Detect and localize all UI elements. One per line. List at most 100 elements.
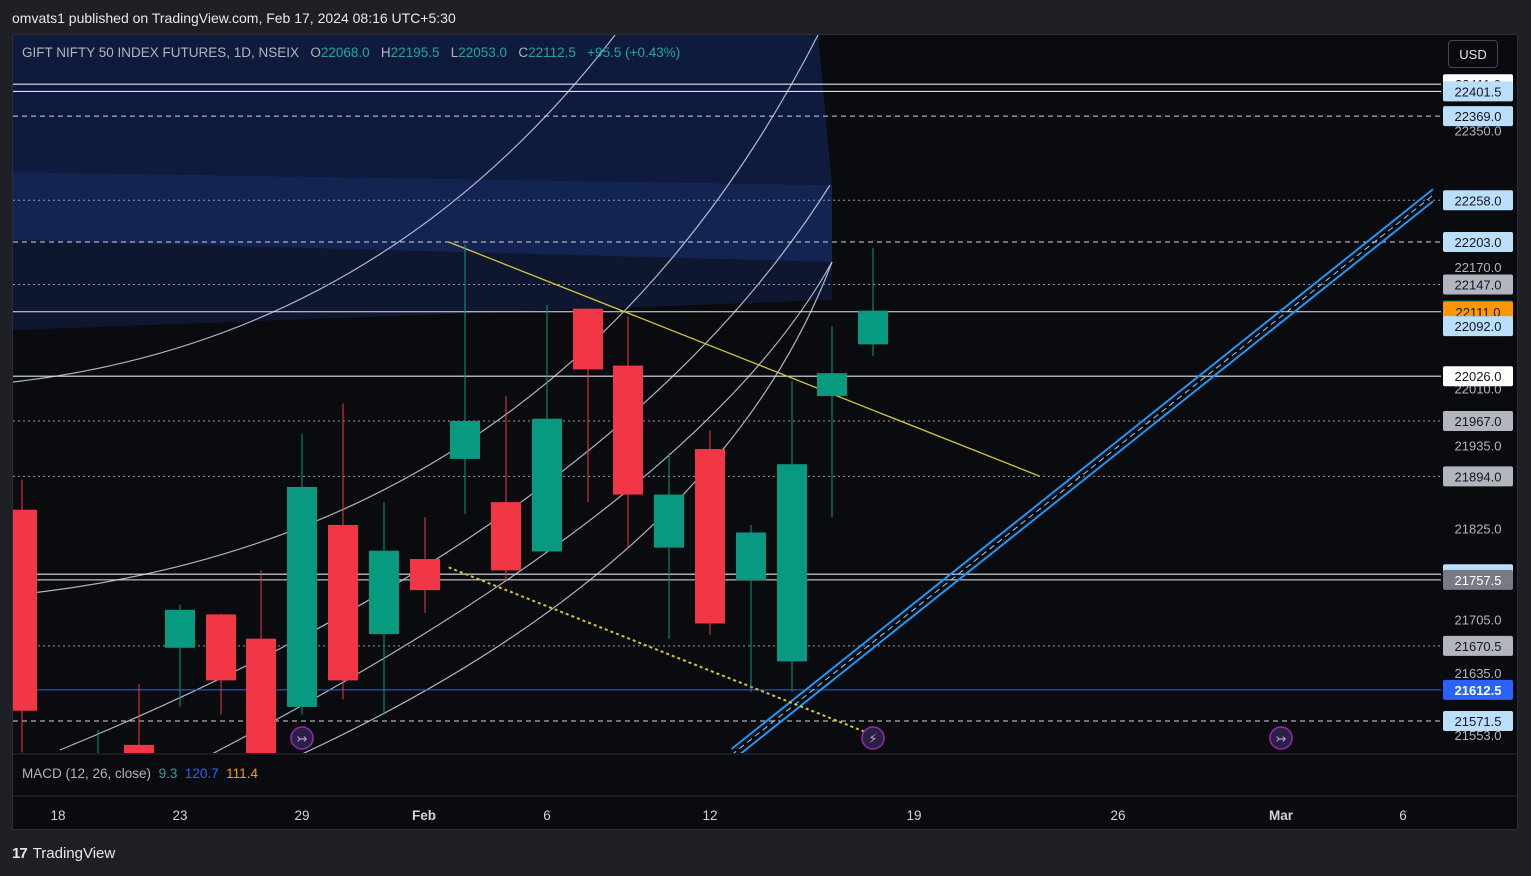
tradingview-footer[interactable]: 17 TradingView <box>12 845 115 862</box>
price-label-text: 22258.0 <box>1455 193 1502 208</box>
low-label: L <box>450 45 459 60</box>
price-label: 22203.0 <box>1443 231 1513 252</box>
candle <box>13 479 37 753</box>
candle <box>206 613 236 715</box>
price-label: 22092.0 <box>1443 316 1513 337</box>
price-label-text: 22092.0 <box>1455 319 1502 334</box>
publisher-line: omvats1 published on TradingView.com, Fe… <box>12 10 456 26</box>
price-label-text: 21571.5 <box>1455 714 1502 729</box>
candle-body <box>613 365 643 495</box>
x-axis-tick-label: 6 <box>543 808 551 823</box>
price-label-bg <box>1443 231 1513 252</box>
candle-body <box>736 532 766 581</box>
candle <box>287 433 317 715</box>
y-axis-tick-label: 21935.0 <box>1455 438 1502 453</box>
candle-body <box>328 524 358 681</box>
x-axis-tick-label: 26 <box>1110 808 1125 823</box>
price-label: 22369.0 <box>1443 106 1513 127</box>
price-label-text: 22401.5 <box>1455 84 1502 99</box>
price-label: 22401.5 <box>1443 81 1513 102</box>
candle <box>491 395 521 582</box>
price-label-text: 22203.0 <box>1455 235 1502 250</box>
low-value: 22053.0 <box>458 45 508 60</box>
candle <box>532 304 562 552</box>
macd-hist-value: 9.3 <box>158 766 178 781</box>
y-axis-tick-label: 21825.0 <box>1455 522 1502 537</box>
price-label-bg <box>1443 679 1513 700</box>
trendline-resistance <box>448 241 1041 477</box>
price-label-bg <box>1443 190 1513 211</box>
candle <box>817 326 847 518</box>
y-axis-tick-label: 21553.0 <box>1455 728 1502 743</box>
candle <box>654 452 684 639</box>
candle <box>858 247 888 356</box>
candle <box>573 308 603 503</box>
candle <box>777 380 807 692</box>
x-axis-tick-label: 29 <box>294 808 309 823</box>
x-axis-tick-label: 23 <box>172 808 187 823</box>
price-label: 21571.5 <box>1443 710 1513 731</box>
earnings-event-icon: ⚡ <box>861 726 885 750</box>
candle-body <box>695 449 725 624</box>
candle-body <box>246 638 276 753</box>
candle-body <box>654 494 684 548</box>
price-label-text: 22111.0 <box>1455 305 1500 320</box>
price-label-bg <box>1443 81 1513 102</box>
macd-line-value: 120.7 <box>184 766 219 781</box>
price-label-text: 21612.5 <box>1455 683 1502 698</box>
candle-body <box>410 559 440 591</box>
price-label: 22258.0 <box>1443 190 1513 211</box>
y-axis-tick-label: 21705.0 <box>1455 613 1502 628</box>
candle-body <box>369 550 399 635</box>
price-label-bg <box>1443 710 1513 731</box>
price-label-bg <box>1443 466 1513 487</box>
price-label: 21894.0 <box>1443 466 1513 487</box>
symbol-title-bar[interactable]: GIFT NIFTY 50 INDEX FUTURES, 1D, NSEIX O… <box>22 45 680 60</box>
macd-title: MACD (12, 26, close) <box>22 766 152 781</box>
candle <box>97 729 99 753</box>
price-label-bg <box>1443 274 1513 295</box>
dividend-event-icon: ↣ <box>290 726 314 750</box>
x-axis-tick-label: 6 <box>1399 808 1407 823</box>
price-label-bg <box>1443 106 1513 127</box>
macd-legend[interactable]: MACD (12, 26, close) 9.3 120.7 111.4 <box>22 766 258 781</box>
open-value: 22068.0 <box>320 45 370 60</box>
currency-button[interactable]: USD <box>1448 40 1498 68</box>
candle <box>410 517 440 613</box>
close-label: C <box>518 45 529 60</box>
event-glyph: ↣ <box>297 732 308 747</box>
candle <box>369 502 399 715</box>
change-value: +95.5 (+0.43%) <box>587 45 681 60</box>
price-label-text: 21894.0 <box>1455 469 1502 484</box>
price-label-text: 22369.0 <box>1455 109 1502 124</box>
y-axis-tick-label: 22350.0 <box>1455 123 1502 138</box>
candle <box>695 430 725 635</box>
macd-pane <box>13 755 1517 795</box>
price-label-bg <box>1443 635 1513 656</box>
price-label: 21967.0 <box>1443 410 1513 431</box>
trendline-support-dotted <box>448 566 874 736</box>
price-label: 21757.5 <box>1443 569 1513 590</box>
price-label-bg <box>1443 410 1513 431</box>
candle <box>613 316 643 548</box>
price-label-text: 21670.5 <box>1455 639 1502 654</box>
high-label: H <box>380 45 391 60</box>
candle-body <box>13 509 37 711</box>
x-axis-tick-label: Feb <box>412 808 436 823</box>
candle <box>246 570 276 753</box>
trend-channel-line <box>733 194 1434 753</box>
candle-body <box>124 744 154 753</box>
high-value: 22195.5 <box>390 45 440 60</box>
event-glyph: ⚡ <box>868 732 877 747</box>
event-circle <box>1269 726 1293 750</box>
candle-body <box>777 464 807 662</box>
candle-body <box>165 609 195 648</box>
price-label-text: 21757.5 <box>1455 573 1502 588</box>
candle-body <box>573 308 603 370</box>
tradingview-logo-icon: 17 <box>12 845 28 862</box>
symbol-name: GIFT NIFTY 50 INDEX FUTURES, 1D, NSEIX <box>22 45 300 60</box>
price-label-text: 22147.0 <box>1455 277 1502 292</box>
y-axis-tick-label: 21635.0 <box>1455 666 1502 681</box>
fib-fan-area <box>13 35 832 185</box>
